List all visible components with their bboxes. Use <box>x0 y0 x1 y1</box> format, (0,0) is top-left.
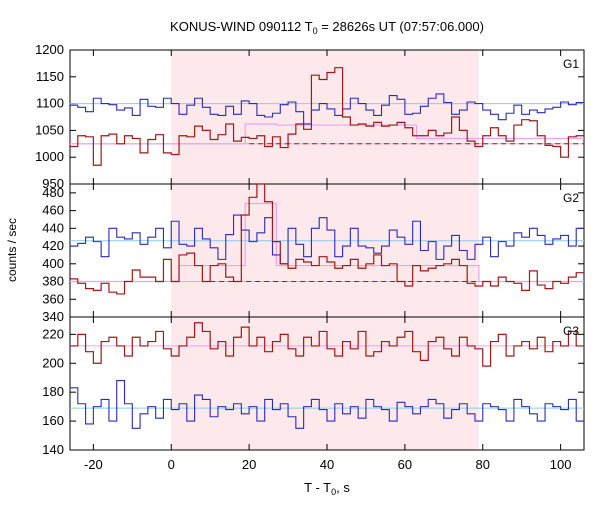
y-tick-label: 400 <box>42 256 64 271</box>
series-blue-g3 <box>70 380 584 429</box>
panel-label: G2 <box>563 191 579 205</box>
panel-plot-area <box>70 184 584 295</box>
y-tick-label: 460 <box>42 203 64 218</box>
panel-plot-area <box>70 322 584 429</box>
y-tick-label: 160 <box>42 413 64 428</box>
y-tick-label: 1050 <box>35 122 64 137</box>
y-tick-label: 440 <box>42 220 64 235</box>
y-tick-label: 360 <box>42 291 64 306</box>
x-tick-label: 100 <box>550 457 572 472</box>
shaded-interval <box>171 317 479 450</box>
y-tick-label: 480 <box>42 185 64 200</box>
series-red-g3 <box>70 322 584 367</box>
y-tick-label: 200 <box>42 355 64 370</box>
y-tick-label: 180 <box>42 384 64 399</box>
shaded-interval <box>171 184 479 317</box>
y-tick-label: 1100 <box>36 96 64 111</box>
series-red-g2 <box>70 184 584 295</box>
x-tick-label: 60 <box>398 457 412 472</box>
y-tick-label: 1000 <box>35 149 64 164</box>
chart-title: KONUS-WIND 090112 T0 = 28626s UT (07:57:… <box>170 19 484 36</box>
title-main: KONUS-WIND 090112 T <box>170 19 313 34</box>
panels-group: 95010001050110011501200G1340360380400420… <box>35 42 585 472</box>
x-tick-label: 20 <box>242 457 256 472</box>
panel-g2: 340 360 380 400 420 440 460 480 G2 <box>42 183 585 324</box>
x-tick-label: -20 <box>84 457 103 472</box>
y-tick-label: 1150 <box>36 69 64 84</box>
xlabel-subscript: 0 <box>331 487 336 497</box>
title-rest: = 28626s UT (07:57:06.000) <box>318 19 484 34</box>
x-tick-label: 80 <box>476 457 490 472</box>
x-tick-label: 40 <box>320 457 334 472</box>
y-tick-label: 380 <box>42 274 64 289</box>
y-tick-label: 140 <box>42 442 64 457</box>
panel-plot-area <box>70 67 584 166</box>
title-subscript: 0 <box>313 26 318 36</box>
y-axis-label: counts / sec <box>5 218 19 282</box>
panel-label: G1 <box>563 57 579 71</box>
x-axis-label: T - T0, s <box>304 480 350 497</box>
y-tick-label: 1200 <box>35 42 64 57</box>
panel-g3: 140 160 180 200 220 -20 0 20 40 60 80 100 G3 <box>42 316 585 472</box>
y-tick-label: 950 <box>42 176 64 191</box>
panel-g1: 950 1000 1050 1100 1150 1200 G1 <box>35 42 585 191</box>
xlabel-rest: , s <box>336 480 350 495</box>
y-tick-label: 220 <box>42 326 64 341</box>
y-tick-label: 340 <box>42 309 64 324</box>
series-blue-g1 <box>70 93 584 125</box>
x-tick-label: 0 <box>168 457 175 472</box>
y-tick-label: 420 <box>42 238 64 253</box>
panel-label: G3 <box>563 324 579 338</box>
series-blue-g2 <box>70 214 584 265</box>
shaded-interval <box>171 50 479 184</box>
series-red-g1 <box>70 67 584 166</box>
xlabel-main: T - T <box>304 480 331 495</box>
